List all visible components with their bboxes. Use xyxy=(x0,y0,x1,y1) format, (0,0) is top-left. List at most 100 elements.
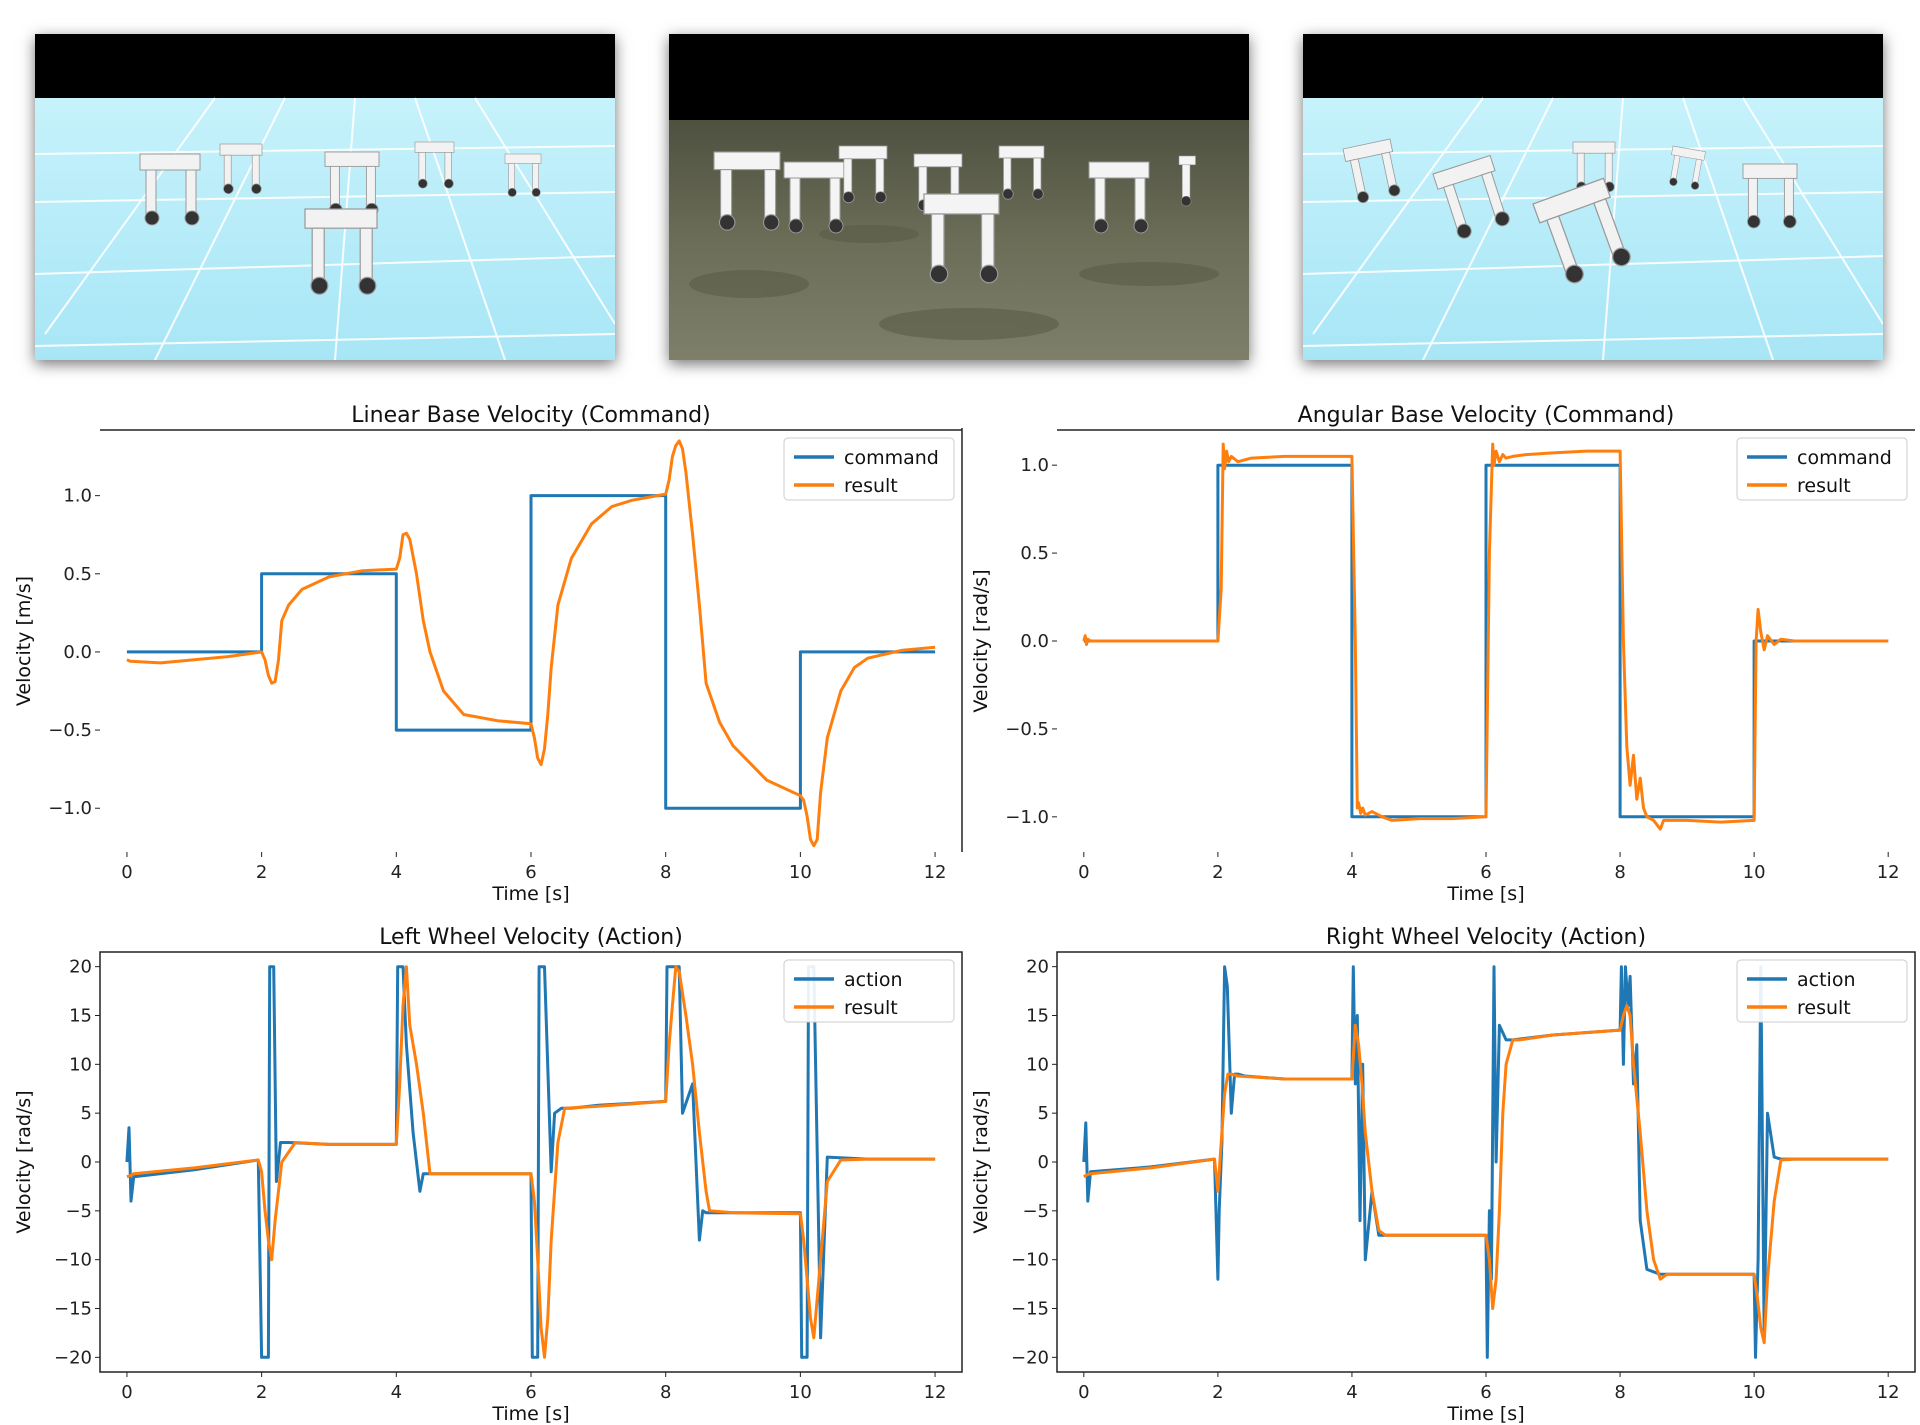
x-axis-label: Time [s] xyxy=(1446,883,1524,905)
y-tick-label: −0.5 xyxy=(48,720,92,741)
x-tick-label: 12 xyxy=(924,862,947,883)
robots xyxy=(1342,138,1798,284)
chart-title: Right Wheel Velocity (Action) xyxy=(1326,925,1646,950)
legend-label: command xyxy=(844,447,939,469)
y-tick-label: 20 xyxy=(1026,957,1049,978)
y-tick-label: −1.0 xyxy=(48,798,92,819)
sky xyxy=(1303,34,1883,98)
y-tick-label: −15 xyxy=(1011,1299,1049,1320)
chart-title: Left Wheel Velocity (Action) xyxy=(379,925,683,950)
chart-1: 0 2 4 6 8 10 12 −1.0 −0.5 0.0 0.5 1.0 Linear Base Ve… xyxy=(13,403,963,905)
y-tick-label: −10 xyxy=(1011,1250,1049,1271)
y-tick-label: 0 xyxy=(81,1152,92,1173)
y-tick-label: 15 xyxy=(1026,1005,1049,1026)
chart-3: 0 2 4 6 8 10 12 −20 −15 −10 −5 0 5 10 15 20 Left Wheel V… xyxy=(13,925,963,1425)
sim-panel-flat-ground xyxy=(35,34,615,360)
y-tick-label: 5 xyxy=(81,1103,92,1124)
series-line-result xyxy=(1082,442,1889,831)
x-tick-label: 6 xyxy=(525,862,536,883)
y-tick-label: 10 xyxy=(69,1054,92,1075)
x-tick-label: 12 xyxy=(1877,862,1900,883)
sim-scene-terrain xyxy=(669,34,1249,360)
x-tick-label: 6 xyxy=(1480,1382,1491,1403)
x-tick-label: 10 xyxy=(789,862,812,883)
y-tick-label: 20 xyxy=(69,957,92,978)
x-tick-label: 12 xyxy=(924,1382,947,1403)
y-axis-label: Velocity [rad/s] xyxy=(970,569,992,712)
x-tick-label: 6 xyxy=(1480,862,1491,883)
x-tick-label: 8 xyxy=(660,1382,671,1403)
x-tick-label: 10 xyxy=(1743,1382,1766,1403)
y-tick-label: −0.5 xyxy=(1005,719,1049,740)
x-tick-label: 8 xyxy=(1614,862,1625,883)
chart-4: 0 2 4 6 8 10 12 −20 −15 −10 −5 0 5 10 15 20 Right Wheel … xyxy=(970,925,1916,1425)
y-tick-label: 10 xyxy=(1026,1054,1049,1075)
x-tick-label: 6 xyxy=(525,1382,536,1403)
x-tick-label: 4 xyxy=(391,862,402,883)
y-tick-label: −15 xyxy=(54,1299,92,1320)
floor xyxy=(35,98,615,360)
x-tick-label: 4 xyxy=(1346,1382,1357,1403)
chart-2: 0 2 4 6 8 10 12 −1.0 −0.5 0.0 0.5 1.0 Angular Base V… xyxy=(970,403,1915,905)
x-tick-label: 4 xyxy=(1346,862,1357,883)
legend-label: action xyxy=(1797,969,1855,991)
robots xyxy=(139,141,542,295)
legend-label: command xyxy=(1797,447,1892,469)
y-tick-label: 0.5 xyxy=(63,564,92,585)
y-axis-label: Velocity [rad/s] xyxy=(970,1090,992,1233)
chart-title: Linear Base Velocity (Command) xyxy=(351,403,710,428)
x-tick-label: 10 xyxy=(789,1382,812,1403)
y-tick-label: 0.0 xyxy=(63,642,92,663)
x-tick-label: 0 xyxy=(1078,1382,1089,1403)
x-axis-label: Time [s] xyxy=(491,883,569,905)
legend-label: result xyxy=(1797,997,1851,1019)
series-line-command xyxy=(126,494,936,810)
y-tick-label: 0 xyxy=(1038,1152,1049,1173)
x-tick-label: 2 xyxy=(1212,1382,1223,1403)
y-tick-label: −10 xyxy=(54,1250,92,1271)
terrain-texture xyxy=(689,225,1219,340)
series-line-result xyxy=(126,439,936,848)
x-tick-label: 12 xyxy=(1877,1382,1900,1403)
floor-grid xyxy=(35,97,615,360)
sim-scene-flat xyxy=(35,34,615,360)
x-tick-label: 8 xyxy=(660,862,671,883)
y-tick-label: −5 xyxy=(1022,1201,1049,1222)
x-tick-label: 2 xyxy=(256,1382,267,1403)
sim-panel-turning xyxy=(1303,34,1883,360)
series-line-result xyxy=(1083,1004,1889,1345)
sim-panel-rough-terrain xyxy=(669,34,1249,360)
y-axis-label: Velocity [m/s] xyxy=(13,576,35,706)
series-line-result xyxy=(126,965,936,1359)
y-tick-label: −1.0 xyxy=(1005,807,1049,828)
y-tick-label: 0.0 xyxy=(1020,631,1049,652)
x-tick-label: 0 xyxy=(1078,862,1089,883)
x-tick-label: 2 xyxy=(256,862,267,883)
robots xyxy=(713,145,1196,284)
y-tick-label: 15 xyxy=(69,1005,92,1026)
sim-scene-turning xyxy=(1303,34,1883,360)
chart-title: Angular Base Velocity (Command) xyxy=(1298,403,1675,428)
x-axis-label: Time [s] xyxy=(1446,1403,1524,1425)
y-tick-label: 1.0 xyxy=(63,486,92,507)
legend-label: action xyxy=(844,969,902,991)
legend-label: result xyxy=(844,997,898,1019)
sky xyxy=(669,34,1249,120)
x-tick-label: 8 xyxy=(1614,1382,1625,1403)
legend-label: result xyxy=(1797,475,1851,497)
x-axis-label: Time [s] xyxy=(491,1403,569,1425)
y-tick-label: 1.0 xyxy=(1020,455,1049,476)
x-tick-label: 0 xyxy=(121,1382,132,1403)
y-tick-label: 5 xyxy=(1038,1103,1049,1124)
x-tick-label: 0 xyxy=(121,862,132,883)
legend-label: result xyxy=(844,475,898,497)
y-tick-label: −20 xyxy=(54,1347,92,1368)
y-tick-label: −20 xyxy=(1011,1347,1049,1368)
sky xyxy=(35,34,615,98)
y-tick-label: 0.5 xyxy=(1020,543,1049,564)
y-axis-label: Velocity [rad/s] xyxy=(13,1090,35,1233)
x-tick-label: 4 xyxy=(391,1382,402,1403)
x-tick-label: 10 xyxy=(1743,862,1766,883)
x-tick-label: 2 xyxy=(1212,862,1223,883)
